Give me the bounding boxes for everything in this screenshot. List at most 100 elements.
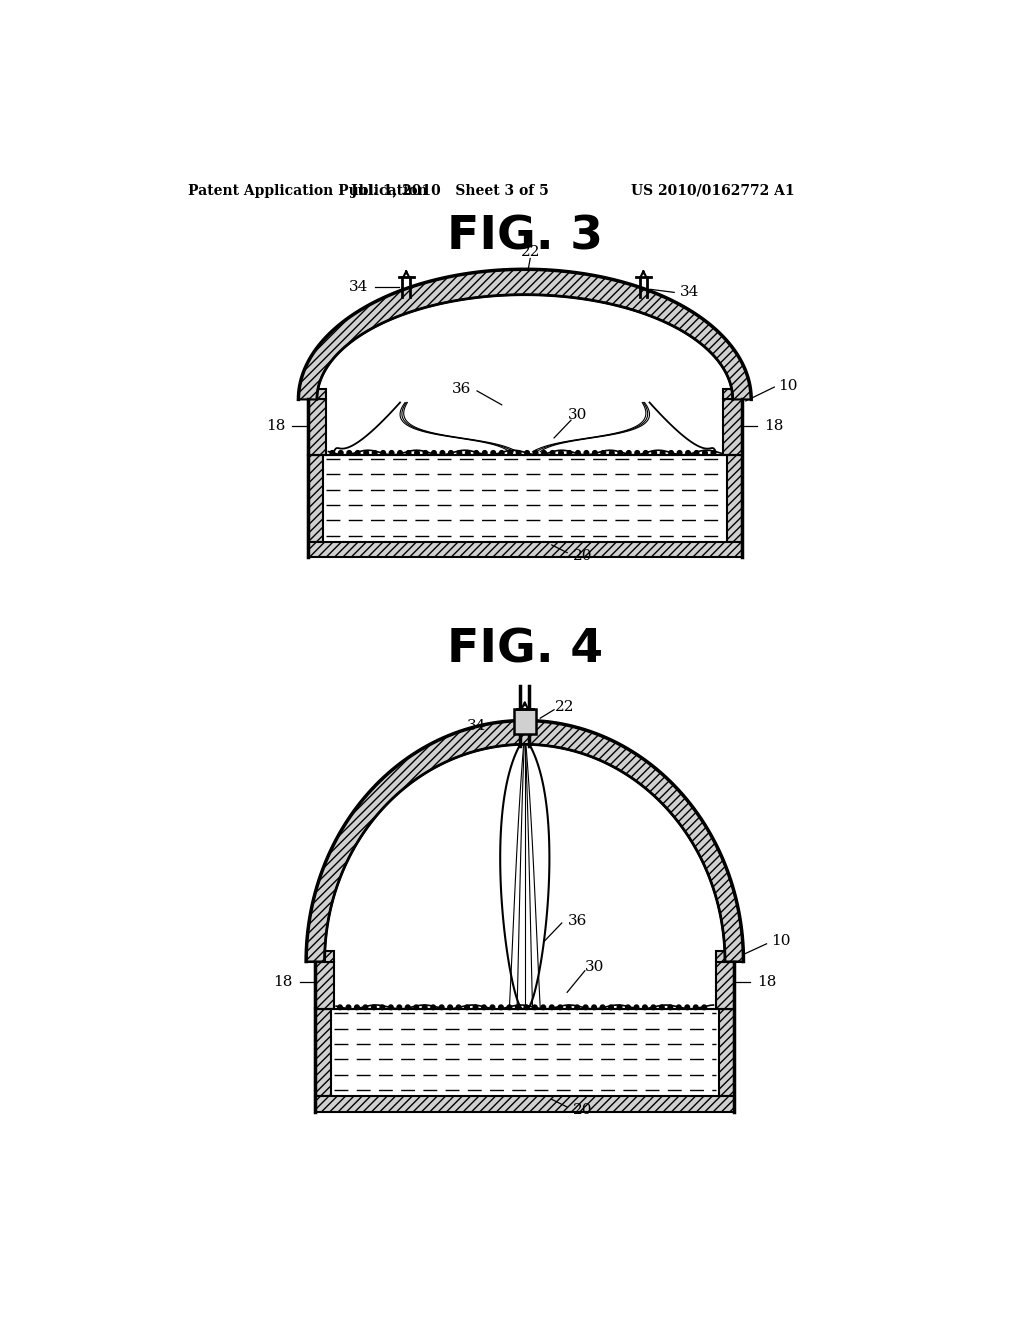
Circle shape	[457, 450, 462, 455]
Circle shape	[490, 450, 496, 455]
Text: 20: 20	[572, 1104, 592, 1117]
Circle shape	[660, 450, 665, 455]
Bar	[307, 400, 326, 455]
Circle shape	[414, 1005, 419, 1010]
Circle shape	[668, 1005, 673, 1010]
Circle shape	[364, 1005, 368, 1010]
Circle shape	[406, 1005, 410, 1010]
Text: Jul. 1, 2010   Sheet 3 of 5: Jul. 1, 2010 Sheet 3 of 5	[351, 183, 549, 198]
Text: 22: 22	[521, 246, 541, 259]
Circle shape	[508, 450, 512, 455]
Circle shape	[617, 450, 623, 455]
Circle shape	[389, 450, 394, 455]
Circle shape	[524, 1005, 528, 1010]
Circle shape	[550, 450, 555, 455]
Circle shape	[465, 1005, 469, 1010]
Bar	[724, 388, 750, 400]
Circle shape	[388, 1005, 393, 1010]
Circle shape	[592, 1005, 596, 1010]
Text: 34: 34	[349, 280, 369, 294]
Text: 18: 18	[757, 975, 776, 989]
Circle shape	[600, 1005, 605, 1010]
Circle shape	[702, 450, 708, 455]
Circle shape	[457, 1005, 461, 1010]
Text: FIG. 3: FIG. 3	[446, 214, 603, 260]
Circle shape	[449, 450, 454, 455]
Text: FIG. 4: FIG. 4	[446, 627, 603, 672]
Circle shape	[481, 1005, 486, 1010]
Bar	[719, 1010, 734, 1096]
Circle shape	[407, 450, 411, 455]
Circle shape	[541, 1005, 546, 1010]
Circle shape	[466, 450, 470, 455]
Text: 30: 30	[585, 960, 604, 974]
Circle shape	[482, 450, 487, 455]
Circle shape	[651, 1005, 655, 1010]
Circle shape	[423, 450, 428, 455]
Bar	[300, 388, 326, 400]
Circle shape	[516, 450, 521, 455]
Circle shape	[373, 450, 377, 455]
Circle shape	[652, 450, 656, 455]
Bar	[315, 1010, 331, 1096]
Circle shape	[515, 1005, 520, 1010]
Text: 18: 18	[265, 418, 285, 433]
Text: 36: 36	[567, 913, 587, 928]
Circle shape	[617, 1005, 622, 1010]
Circle shape	[559, 450, 563, 455]
Circle shape	[447, 1005, 453, 1010]
Text: 10: 10	[771, 935, 791, 949]
Text: 10: 10	[778, 379, 798, 392]
Bar	[716, 950, 742, 961]
Circle shape	[397, 450, 402, 455]
Circle shape	[330, 450, 335, 455]
Circle shape	[659, 1005, 665, 1010]
Circle shape	[499, 1005, 503, 1010]
Circle shape	[609, 450, 614, 455]
Circle shape	[669, 450, 674, 455]
Circle shape	[380, 1005, 385, 1010]
Circle shape	[474, 450, 478, 455]
Circle shape	[701, 1005, 707, 1010]
Bar	[307, 455, 323, 543]
Circle shape	[525, 450, 529, 455]
Circle shape	[567, 450, 571, 455]
Circle shape	[677, 1005, 681, 1010]
Bar	[514, 709, 536, 734]
Circle shape	[439, 1005, 444, 1010]
Circle shape	[473, 1005, 478, 1010]
Circle shape	[422, 1005, 427, 1010]
Circle shape	[397, 1005, 401, 1010]
Circle shape	[584, 450, 589, 455]
Circle shape	[500, 450, 504, 455]
Text: 36: 36	[452, 383, 471, 396]
Bar	[716, 961, 734, 1010]
Circle shape	[584, 1005, 588, 1010]
Circle shape	[574, 1005, 580, 1010]
Circle shape	[431, 1005, 435, 1010]
Text: 34: 34	[680, 285, 699, 300]
Circle shape	[347, 450, 351, 455]
Circle shape	[593, 450, 597, 455]
Bar	[315, 1096, 734, 1111]
Circle shape	[415, 450, 419, 455]
Circle shape	[507, 1005, 512, 1010]
Circle shape	[566, 1005, 571, 1010]
Text: 22: 22	[555, 701, 574, 714]
Text: Patent Application Publication: Patent Application Publication	[188, 183, 428, 198]
Circle shape	[626, 1005, 631, 1010]
Circle shape	[372, 1005, 376, 1010]
Text: US 2010/0162772 A1: US 2010/0162772 A1	[631, 183, 795, 198]
Circle shape	[693, 1005, 698, 1010]
Circle shape	[490, 1005, 495, 1010]
Circle shape	[711, 450, 716, 455]
Circle shape	[534, 450, 538, 455]
Circle shape	[364, 450, 369, 455]
Bar	[315, 961, 334, 1010]
Bar	[724, 400, 742, 455]
Text: 30: 30	[567, 408, 587, 422]
Text: 34: 34	[467, 719, 486, 733]
Circle shape	[354, 1005, 359, 1010]
Circle shape	[608, 1005, 613, 1010]
Circle shape	[558, 1005, 562, 1010]
